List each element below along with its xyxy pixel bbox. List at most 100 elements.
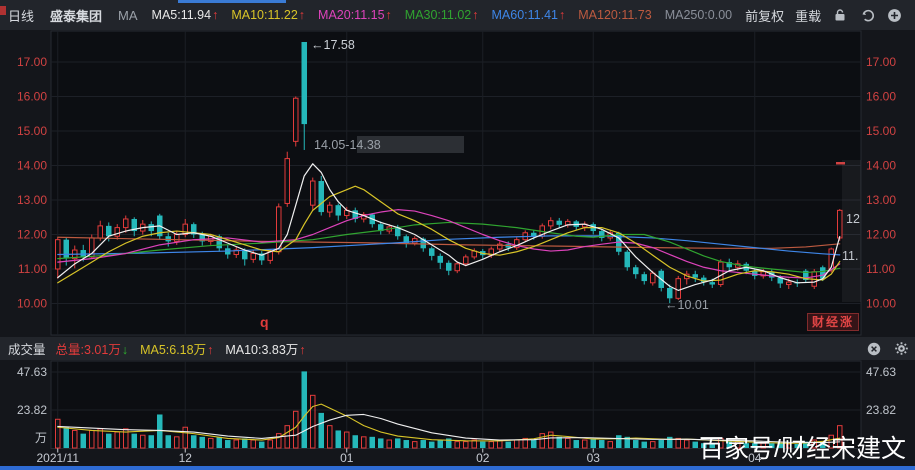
volume-bar xyxy=(395,438,401,448)
x-axis-label: 2021/11 xyxy=(37,451,80,465)
candle-body-down xyxy=(709,282,715,285)
settings-icon[interactable] xyxy=(893,341,909,357)
chart-annotation: ←17.58 xyxy=(311,38,355,52)
volume-bar xyxy=(208,437,214,449)
candle-body-up xyxy=(412,238,418,244)
ma-toggle[interactable]: MA xyxy=(118,7,138,23)
zoom-in-icon[interactable] xyxy=(886,7,902,23)
volume-bar xyxy=(344,431,350,449)
candle-body-down xyxy=(191,224,197,235)
volume-ma10: MA10:3.83万↑ xyxy=(225,343,306,357)
candle-body-down xyxy=(335,205,341,216)
price-marker-dash xyxy=(836,162,845,165)
volume-bar xyxy=(480,441,486,448)
price-axis-label: 12.00 xyxy=(17,228,47,242)
volume-bar xyxy=(403,440,409,448)
lock-icon[interactable] xyxy=(832,7,848,23)
volume-bar xyxy=(726,441,732,448)
volume-bar xyxy=(165,435,171,448)
candle-body-down xyxy=(352,210,358,219)
candle-body-up xyxy=(548,220,554,227)
price-axis-label: 10.00 xyxy=(866,297,896,311)
volume-bar xyxy=(318,412,324,448)
price-axis-label: 13.00 xyxy=(17,193,47,207)
chart-annotation: 14.05-14.38 xyxy=(314,138,381,152)
price-axis-label: 14.00 xyxy=(17,159,47,173)
ma-indicator-value[interactable]: MA120:11.73 xyxy=(578,8,652,22)
ma-indicator-value[interactable]: MA5:11.94↑ xyxy=(151,8,219,22)
volume-bar xyxy=(573,440,579,448)
candle-body-up xyxy=(514,239,520,249)
candle-body-down xyxy=(301,41,307,125)
price-axis-label: 11.00 xyxy=(866,262,895,276)
candle-body-down xyxy=(131,218,137,232)
volume-bar xyxy=(420,440,426,448)
price-axis-label: 14.00 xyxy=(866,159,896,173)
volume-bar xyxy=(641,441,647,448)
volume-bar xyxy=(361,436,367,449)
up-arrow-icon: ↑ xyxy=(559,8,566,22)
horizontal-scrollbar[interactable] xyxy=(0,466,915,470)
volume-bar xyxy=(352,435,358,448)
candle-body-down xyxy=(777,277,783,284)
candle-body-down xyxy=(318,181,324,213)
up-arrow-icon: ↑ xyxy=(298,8,306,22)
volume-bar xyxy=(607,441,613,449)
up-arrow-icon: ↑ xyxy=(212,8,219,22)
volume-bar xyxy=(752,443,758,448)
candle-body-down xyxy=(599,231,605,238)
volume-bar xyxy=(675,437,681,449)
period-selector[interactable]: 日线 xyxy=(8,8,35,24)
close-icon[interactable] xyxy=(866,341,882,357)
ma-indicator-value[interactable]: MA60:11.41↑ xyxy=(491,8,566,22)
volume-bar xyxy=(174,436,180,449)
volume-bar xyxy=(811,439,817,449)
ma-indicator-value[interactable]: MA30:11.02↑ xyxy=(404,8,479,22)
reload-button[interactable]: 重载 xyxy=(795,8,822,24)
volume-bar xyxy=(369,436,375,448)
volume-bar xyxy=(55,418,61,449)
main-plot-area[interactable] xyxy=(50,30,862,336)
volume-bar xyxy=(650,441,656,449)
candle-body-up xyxy=(267,251,273,261)
volume-bar xyxy=(684,439,690,449)
volume-bar xyxy=(471,439,477,449)
up-arrow-icon: ↑ xyxy=(299,343,306,357)
candle-body-up xyxy=(675,278,681,299)
symbol-name[interactable]: 盛泰集团 xyxy=(50,8,103,24)
candle-body-up xyxy=(650,272,656,284)
ma-indicator-value[interactable]: MA250:0.00 xyxy=(664,8,733,22)
volume-title[interactable]: 成交量 xyxy=(8,343,46,357)
candle-body-down xyxy=(106,225,112,237)
volume-plot-area[interactable] xyxy=(50,360,862,449)
price-axis-label: 11.00 xyxy=(18,262,47,276)
volume-bar xyxy=(157,414,163,448)
volume-bar xyxy=(131,433,137,448)
volume-bar xyxy=(327,425,333,449)
volume-bar xyxy=(794,444,800,448)
volume-bar xyxy=(276,433,282,449)
price-ma-lines xyxy=(57,163,841,291)
chart-annotations: ←17.58 14.05-14.38 q ←10.01 12 11. xyxy=(260,38,860,330)
candle-body-up xyxy=(182,223,188,235)
chart-annotation: q xyxy=(260,314,269,330)
volume-toolbar: 成交量 总量:3.01万↓ MA5:6.18万↑ MA10:3.83万↑ xyxy=(0,337,915,360)
adjust-mode-button[interactable]: 前复权 xyxy=(745,8,785,24)
volume-bar xyxy=(412,441,418,449)
candle-body-up xyxy=(123,218,129,229)
candle-body-down xyxy=(216,236,222,249)
candle-body-down xyxy=(378,224,384,232)
candle-body-down xyxy=(446,262,452,271)
ma-indicator-value[interactable]: MA10:11.22↑ xyxy=(231,8,306,22)
volume-bar xyxy=(531,440,537,448)
volume-bar xyxy=(548,431,554,449)
ma-indicator-value[interactable]: MA20:11.15↑ xyxy=(318,8,392,22)
undo-icon[interactable] xyxy=(859,7,875,23)
candle-body-down xyxy=(148,224,154,232)
volume-bar xyxy=(624,436,630,448)
gridlines xyxy=(51,31,861,449)
volume-bar xyxy=(310,394,316,449)
active-tab-indicator xyxy=(178,0,286,3)
candle-body-down xyxy=(437,255,443,263)
